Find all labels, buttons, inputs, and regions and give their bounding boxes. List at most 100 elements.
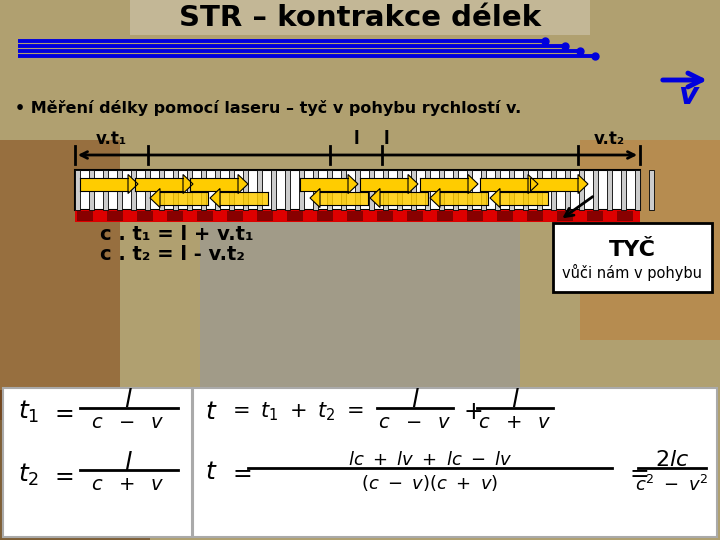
Bar [159,170,164,210]
Bar [327,170,332,210]
Bar [271,170,276,210]
Bar [137,211,153,221]
Bar [593,170,598,210]
Bar [500,192,548,205]
Bar [227,211,243,221]
Bar [200,170,520,390]
Bar [320,192,368,205]
Bar [243,170,248,210]
FancyBboxPatch shape [553,223,712,292]
Bar [167,211,183,221]
Text: vůči nám v pohybu: vůči nám v pohybu [562,264,702,280]
Bar [131,170,136,210]
Polygon shape [183,174,193,193]
Bar [383,170,388,210]
Bar [495,170,500,210]
Bar [397,170,402,210]
FancyBboxPatch shape [3,388,192,537]
Bar [557,211,573,221]
Text: STR – kontrakce délek: STR – kontrakce délek [179,4,541,32]
Bar [587,211,603,221]
Bar [145,170,150,210]
Bar [287,211,303,221]
FancyBboxPatch shape [193,388,717,537]
Bar [160,192,208,205]
Bar [75,170,640,210]
Bar [407,211,423,221]
Text: $lc\ +\ lv\ +\ lc\ -\ lv$: $lc\ +\ lv\ +\ lc\ -\ lv$ [348,451,513,469]
Bar [425,170,430,210]
Bar [190,178,238,191]
Bar [220,192,268,205]
Text: l: l [383,130,389,148]
Bar [117,170,122,210]
Bar [497,211,513,221]
Bar [75,170,80,210]
Bar [580,140,720,340]
Bar [467,170,472,210]
Bar [257,170,262,210]
Bar [509,170,514,210]
Bar [467,211,483,221]
Bar [197,211,213,221]
Bar [347,211,363,221]
Bar [440,192,488,205]
Bar [187,170,192,210]
Bar [313,170,318,210]
Bar [481,170,486,210]
Polygon shape [348,174,358,193]
Polygon shape [468,174,478,193]
Text: $=\ t_1\ +\ t_2\ =$: $=\ t_1\ +\ t_2\ =$ [228,401,364,423]
Text: $t$: $t$ [205,400,217,424]
Bar [380,192,428,205]
Bar [551,170,556,210]
Bar [285,170,290,210]
Bar [0,140,120,420]
Text: c . t₁ = l + v.t₁: c . t₁ = l + v.t₁ [100,226,253,245]
Bar [229,170,234,210]
Bar [257,211,273,221]
Bar [201,170,206,210]
Bar [130,0,590,35]
Bar [579,170,584,210]
Text: l: l [354,130,359,148]
Bar [527,211,543,221]
Bar [420,178,468,191]
Bar [89,170,94,210]
Bar [215,170,220,210]
Bar [537,170,542,210]
Text: $l$: $l$ [124,388,132,412]
Bar [300,178,348,191]
Text: $c\ \ -\ \ v$: $c\ \ -\ \ v$ [91,413,165,431]
Text: $c\ \ +\ \ v$: $c\ \ +\ \ v$ [91,476,165,495]
Text: $c\ \ -\ \ v$: $c\ \ -\ \ v$ [378,413,452,431]
Text: $l$: $l$ [410,388,420,412]
Text: $+$: $+$ [463,400,482,424]
Text: • Měření délky pomocí laseru – tyč v pohybu rychlostí v.: • Měření délky pomocí laseru – tyč v poh… [15,100,521,116]
Text: $t_2$: $t_2$ [18,462,39,488]
Bar [617,211,633,221]
Polygon shape [210,188,220,207]
Bar [607,170,612,210]
Bar [355,170,360,210]
Bar [369,170,374,210]
Text: $=$: $=$ [228,460,252,484]
Bar [453,170,458,210]
Bar [317,211,333,221]
Text: v.t₂: v.t₂ [593,130,624,148]
Polygon shape [408,174,418,193]
Bar [103,170,108,210]
Bar [377,211,393,221]
Text: TYČ: TYČ [608,240,655,260]
Bar [0,390,150,540]
Bar [135,178,183,191]
Polygon shape [310,188,320,207]
Bar [299,170,304,210]
Text: $l$: $l$ [124,451,132,475]
Text: $l$: $l$ [510,388,519,412]
Polygon shape [370,188,380,207]
Bar [480,178,528,191]
Polygon shape [128,174,138,193]
Bar [523,170,528,210]
Text: $(c\ -\ v)(c\ +\ v)$: $(c\ -\ v)(c\ +\ v)$ [361,473,498,493]
